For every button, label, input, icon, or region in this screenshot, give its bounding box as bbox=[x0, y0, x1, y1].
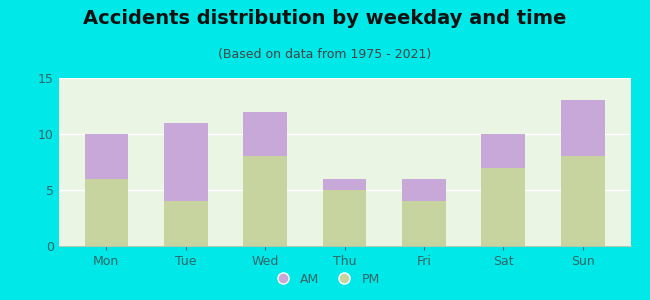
Bar bbox=[84, 134, 128, 179]
Legend: AM, PM: AM, PM bbox=[265, 268, 385, 291]
Bar bbox=[402, 179, 446, 201]
Bar bbox=[243, 156, 287, 246]
Bar bbox=[402, 201, 446, 246]
Bar bbox=[322, 190, 367, 246]
Bar bbox=[164, 123, 207, 201]
Bar bbox=[243, 112, 287, 156]
Bar bbox=[561, 100, 605, 156]
Bar bbox=[561, 156, 605, 246]
Bar bbox=[84, 179, 128, 246]
Bar bbox=[482, 134, 525, 168]
Bar bbox=[164, 201, 207, 246]
Text: Accidents distribution by weekday and time: Accidents distribution by weekday and ti… bbox=[83, 9, 567, 28]
Bar bbox=[322, 179, 367, 190]
Bar bbox=[482, 168, 525, 246]
Text: (Based on data from 1975 - 2021): (Based on data from 1975 - 2021) bbox=[218, 48, 432, 61]
